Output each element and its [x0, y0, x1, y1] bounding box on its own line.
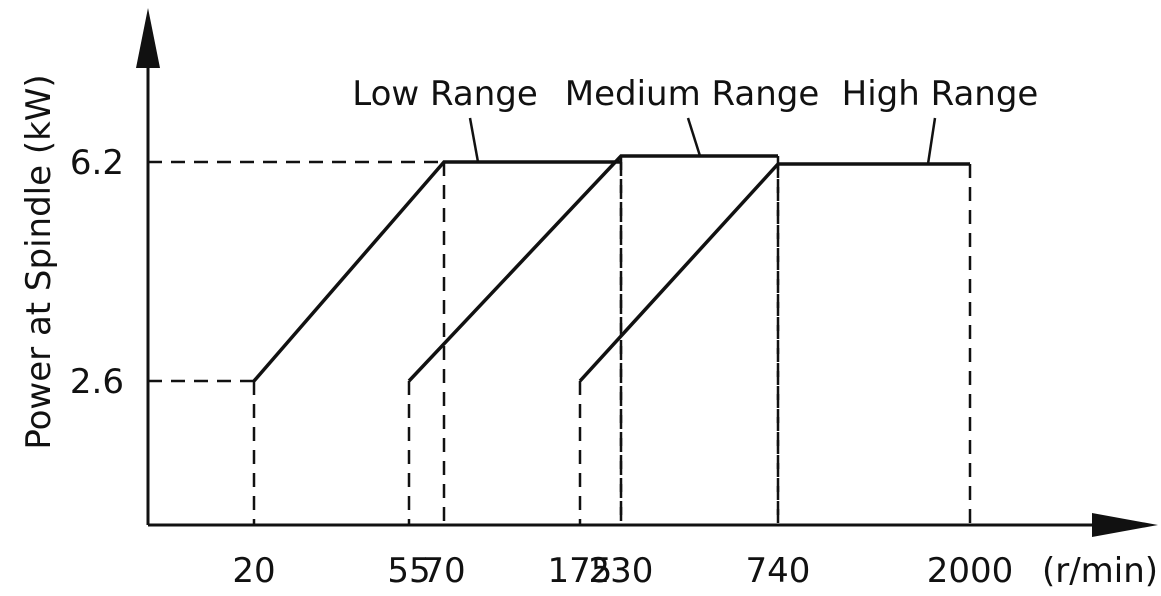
x-tick-230: 230	[589, 551, 654, 591]
reference-lines	[148, 156, 972, 525]
x-tick-55: 55	[387, 551, 430, 591]
range-label-2: Medium Range	[565, 74, 820, 114]
range-leader-1	[468, 117, 480, 163]
range-leader-3	[926, 117, 937, 165]
x-axis-unit: (r/min)	[1042, 551, 1158, 591]
x-tick-740: 740	[746, 551, 811, 591]
y-tick-6.2: 6.2	[70, 143, 124, 183]
y-axis-label: Power at Spindle (kW)	[19, 74, 59, 449]
range-label-3: High Range	[842, 74, 1039, 114]
range-leader-2	[686, 117, 702, 157]
x-tick-175: 175	[548, 551, 613, 591]
series-line-2	[407, 154, 778, 383]
y-tick-2.6: 2.6	[70, 362, 124, 402]
y-axis-arrow	[136, 8, 160, 68]
x-axis-arrow	[1092, 513, 1158, 537]
series-line-3	[578, 162, 970, 383]
x-tick-2000: 2000	[927, 551, 1014, 591]
series-line-1	[252, 160, 621, 383]
x-tick-20: 20	[232, 551, 275, 591]
x-tick-70: 70	[422, 551, 465, 591]
range-label-1: Low Range	[352, 74, 538, 114]
range-labels: Low Range Medium Range High Range	[352, 74, 1039, 165]
series-group	[252, 154, 970, 383]
